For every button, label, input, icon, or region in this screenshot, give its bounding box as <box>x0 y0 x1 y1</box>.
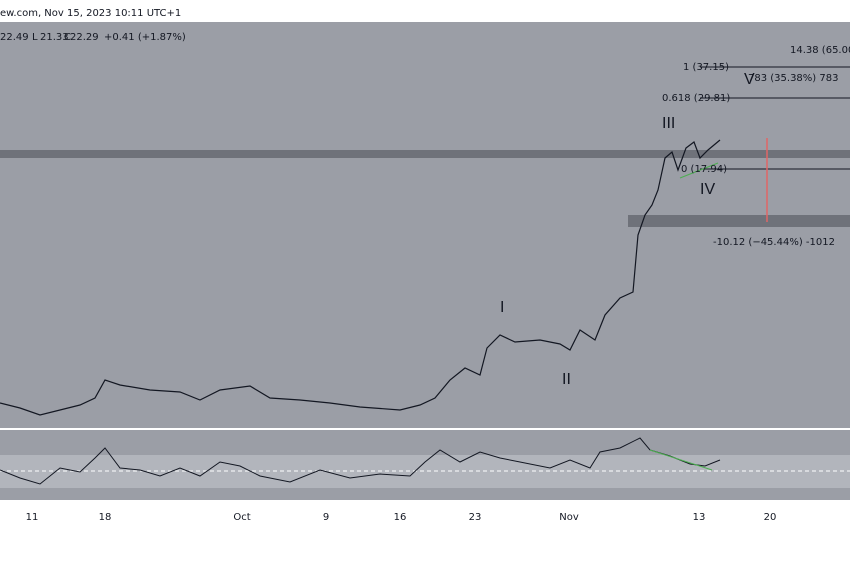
ohlc-value: 21.33 <box>40 32 69 43</box>
wave-label: IV <box>700 181 715 198</box>
support-band <box>628 215 850 227</box>
trendline <box>679 162 719 179</box>
annotation: -10.12 (−45.44%) -1012 <box>713 237 835 248</box>
x-tick-label: 18 <box>99 512 112 523</box>
annotation: 1 (37.15) <box>683 62 729 73</box>
wave-label: II <box>562 371 571 388</box>
x-tick-label: Nov <box>559 512 579 523</box>
x-tick-label: 13 <box>693 512 706 523</box>
x-tick-label: 23 <box>469 512 482 523</box>
annotation: 783 (35.38%) 783 <box>748 73 838 84</box>
x-tick-label: Oct <box>233 512 250 523</box>
header-title: ew.com, Nov 15, 2023 10:11 UTC+1 <box>0 8 181 19</box>
wave-label: V <box>744 71 755 88</box>
ohlc-value: C <box>64 32 71 43</box>
ohlc-value: 22.49 <box>0 32 29 43</box>
wave-label: III <box>662 115 675 132</box>
x-tick-label: 20 <box>764 512 777 523</box>
resistance-band <box>0 150 850 158</box>
x-axis: 11 18 Oct 9 16 23 Nov 13 20 <box>26 512 777 523</box>
rsi-trendline <box>649 449 713 471</box>
annotation: 0.618 (29.81) <box>662 93 730 104</box>
ohlc-value: +0.41 (+1.87%) <box>104 32 186 43</box>
x-tick-label: 9 <box>323 512 329 523</box>
ohlc-value: L <box>32 32 38 43</box>
ohlc-value: 22.29 <box>70 32 99 43</box>
wave-label: I <box>500 299 504 316</box>
x-tick-label: 16 <box>394 512 407 523</box>
rsi-line <box>0 437 721 485</box>
annotation: 0 (17.94) <box>681 164 727 175</box>
x-tick-label: 11 <box>26 512 39 523</box>
ohlc: 22.49 L 21.33C 22.29 +0.41 (+1.87%) <box>0 32 186 43</box>
price-line <box>0 139 721 416</box>
annotation: 14.38 (65.00% <box>790 45 850 56</box>
